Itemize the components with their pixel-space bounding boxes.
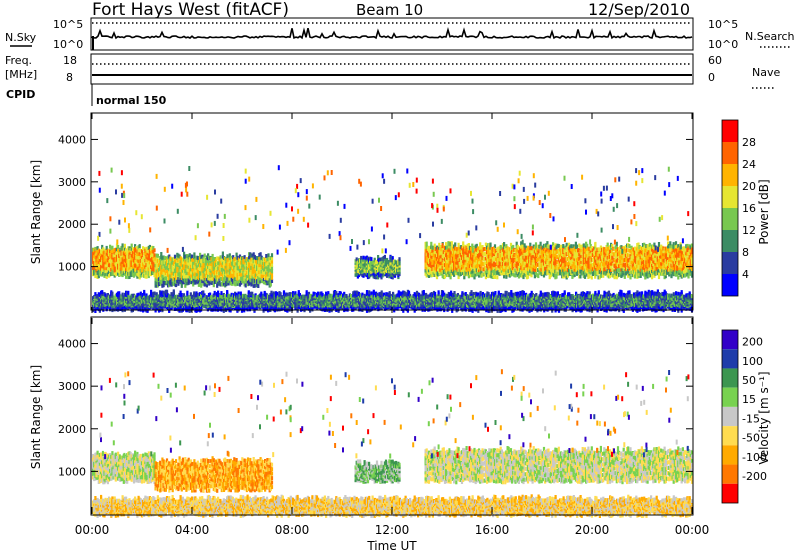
date-title: 12/Sep/2010	[588, 0, 690, 19]
freq-label: Freq. [MHz]	[5, 54, 37, 81]
echo-cell	[426, 242, 428, 246]
echo-cell	[157, 254, 159, 258]
nsky-trace	[92, 23, 692, 50]
echo-cell	[117, 245, 119, 249]
echo-cell	[607, 243, 609, 247]
echo-cell	[576, 245, 578, 249]
cpid-value: normal 150	[96, 94, 167, 107]
echo-cell	[458, 243, 460, 247]
cpid-label: CPID	[6, 88, 35, 101]
echo-cell	[669, 241, 671, 245]
echo-cell	[226, 254, 228, 258]
echo-cell	[111, 292, 113, 296]
echo-cell	[570, 244, 572, 248]
echo-cell	[124, 244, 126, 248]
echo-cell	[591, 276, 593, 280]
echo-cell	[503, 242, 505, 246]
echo-cell	[629, 275, 631, 279]
echo-cell	[204, 254, 206, 258]
echo-cell	[186, 291, 188, 295]
echo-cell	[140, 292, 142, 296]
echo-cell	[430, 242, 432, 246]
echo-cell	[384, 255, 386, 259]
echo-cell	[245, 284, 247, 288]
nave-tick-lo: 0	[708, 71, 715, 84]
nsky-line	[92, 28, 692, 38]
nsky-tick-lo: 10^0	[53, 38, 83, 51]
echo-cell	[214, 291, 216, 295]
echo-cell	[558, 244, 560, 248]
echo-cell	[588, 274, 590, 278]
echo-cell	[379, 258, 381, 262]
echo-cell	[529, 243, 531, 247]
echo-cell	[139, 244, 141, 248]
echo-cell	[677, 276, 679, 280]
nsearch-label: N.Search	[745, 30, 795, 43]
echo-cell	[193, 291, 195, 295]
echo-cell	[143, 290, 145, 294]
echo-cell	[562, 244, 564, 248]
echo-cell	[160, 252, 162, 256]
echo-cell	[220, 291, 222, 295]
echo-cell	[193, 252, 195, 256]
echo-cell	[600, 274, 602, 278]
echo-cell	[505, 275, 507, 279]
echo-cell	[462, 241, 464, 245]
echo-cell	[101, 290, 103, 294]
echo-cell	[127, 291, 129, 295]
echo-cell	[583, 243, 585, 247]
echo-cell	[254, 284, 256, 288]
echo-cell	[540, 242, 542, 246]
echo-cell	[166, 290, 168, 294]
echo-cell	[624, 275, 626, 279]
echo-cell	[265, 254, 267, 258]
echo-cell	[122, 243, 124, 247]
echo-cell	[616, 242, 618, 246]
echo-cell	[174, 255, 176, 259]
echo-cell	[454, 242, 456, 246]
echo-cell	[153, 253, 155, 257]
echo-cell	[153, 292, 155, 296]
echo-cell	[175, 283, 177, 287]
nsearch-tick-lo: 10^0	[708, 38, 738, 51]
echo-cell	[494, 275, 496, 279]
station-title: Fort Hays West (fitACF)	[92, 0, 289, 20]
echo-cell	[267, 253, 269, 257]
echo-cell	[248, 290, 250, 294]
echo-cell	[535, 242, 537, 246]
echo-cell	[360, 256, 362, 260]
echo-cell	[222, 252, 224, 256]
echo-cell	[260, 252, 262, 256]
nsky-tick-hi: 10^5	[53, 18, 83, 31]
echo-cell	[451, 241, 453, 245]
echo-cell	[153, 248, 155, 252]
power-panel	[92, 165, 693, 313]
echo-cell	[111, 246, 113, 250]
beam-title: Beam 10	[356, 1, 423, 19]
echo-cell	[584, 275, 586, 279]
echo-cell	[173, 289, 175, 293]
freq-tick-lo: 8	[66, 71, 73, 84]
freq-strip-frame	[91, 54, 693, 84]
nsearch-tick-hi: 10^5	[708, 18, 738, 31]
nave-label: Nave	[752, 66, 780, 79]
echo-cell	[398, 257, 400, 261]
nsky-label: N.Sky	[5, 31, 37, 44]
echo-cell	[271, 253, 273, 257]
echo-cell	[670, 274, 672, 278]
echo-cell	[226, 290, 228, 294]
echo-cell	[496, 275, 498, 279]
echo-cell	[649, 243, 651, 247]
echo-cell	[628, 244, 630, 248]
echo-cell	[658, 242, 660, 246]
nave-tick-hi: 60	[708, 54, 722, 67]
freq-tick-hi: 18	[63, 54, 77, 67]
echo-cell	[200, 284, 202, 288]
echo-cell	[370, 257, 372, 261]
echo-cell	[362, 256, 364, 260]
echo-cell	[489, 243, 491, 247]
echo-cell	[257, 284, 259, 288]
